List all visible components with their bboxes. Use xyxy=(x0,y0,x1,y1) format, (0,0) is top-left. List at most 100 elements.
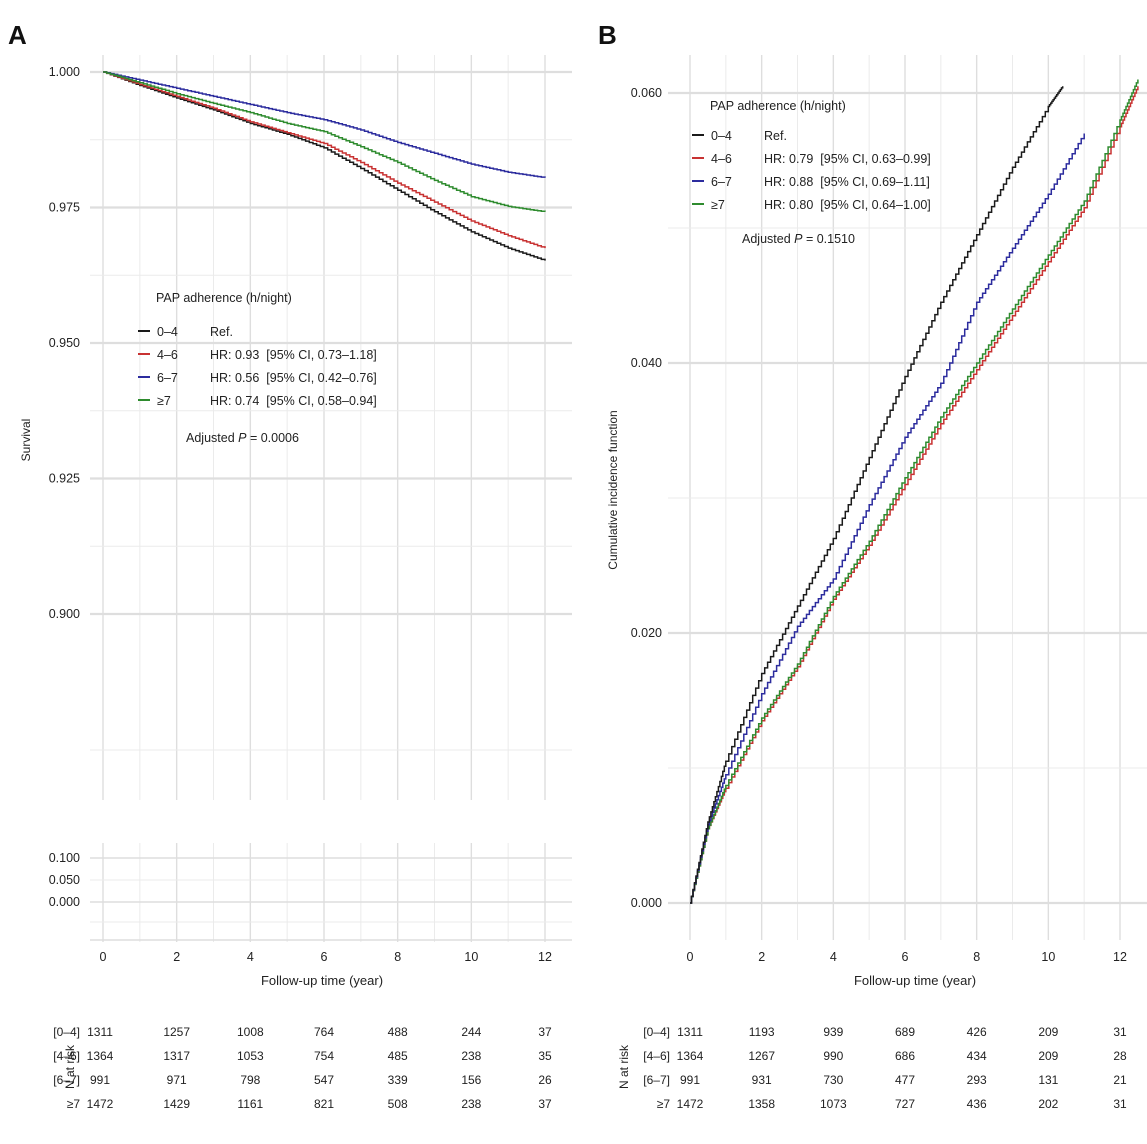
risk-row-label: [6–7] xyxy=(53,1073,80,1087)
risk-row-label: [4–6] xyxy=(643,1049,670,1063)
risk-cell: 238 xyxy=(461,1049,481,1063)
risk-cell: 131 xyxy=(1038,1073,1058,1087)
legend-text-7-plus: HR: 0.74 [95% CI, 0.58–0.94] xyxy=(210,394,377,408)
risk-cell: 1311 xyxy=(87,1025,113,1039)
risk-cell: 485 xyxy=(388,1049,408,1063)
risk-cell: 1364 xyxy=(677,1049,704,1063)
panel-b-legend: PAP adherence (h/night) 0–4 Ref. 4–6 HR:… xyxy=(692,99,931,246)
risk-cell: 436 xyxy=(967,1097,987,1111)
risk-cell: 991 xyxy=(680,1073,700,1087)
legend-p-number: = 0.0006 xyxy=(246,431,299,445)
legend-p-symbol: P xyxy=(238,431,247,445)
risk-cell: 37 xyxy=(538,1097,552,1111)
y-tick-label: 0.975 xyxy=(49,201,80,215)
risk-cell: 1364 xyxy=(87,1049,114,1063)
x-tick-label: 4 xyxy=(247,950,254,964)
risk-row-label: ≥7 xyxy=(67,1097,81,1111)
risk-cell: 31 xyxy=(1113,1025,1127,1039)
risk-row-label: ≥7 xyxy=(657,1097,671,1111)
survival-line-4-6 xyxy=(103,71,546,249)
risk-cell: 1008 xyxy=(237,1025,264,1039)
legend-group-7-plus: ≥7 xyxy=(711,198,725,212)
risk-row-label: [4–6] xyxy=(53,1049,80,1063)
legend-p-value: Adjusted P = 0.1510 xyxy=(742,232,855,246)
panel-b-risk-table: N at risk [0–4] 1311 1193 939 689 426 209 31 [4–… xyxy=(617,1025,1127,1111)
panel-b-cif-curves xyxy=(690,79,1139,904)
risk-cell: 244 xyxy=(461,1025,481,1039)
risk-cell: 477 xyxy=(895,1073,915,1087)
panel-label-b: B xyxy=(598,20,617,50)
risk-cell: 1193 xyxy=(749,1025,775,1039)
x-tick-label: 6 xyxy=(321,950,328,964)
x-tick-label: 0 xyxy=(687,950,694,964)
risk-cell: 547 xyxy=(314,1073,334,1087)
legend-p-symbol: P xyxy=(794,232,803,246)
risk-cell: 35 xyxy=(538,1049,552,1063)
y-tick-label: 0.000 xyxy=(49,895,80,909)
risk-cell: 508 xyxy=(388,1097,408,1111)
risk-row-label: [0–4] xyxy=(53,1025,80,1039)
y-tick-label: 0.100 xyxy=(49,851,80,865)
cif-line-0-4 xyxy=(690,86,1064,904)
risk-cell: 28 xyxy=(1113,1049,1127,1063)
risk-cell: 971 xyxy=(167,1073,187,1087)
risk-cell: 686 xyxy=(895,1049,915,1063)
x-tick-label: 12 xyxy=(1113,950,1127,964)
risk-cell: 21 xyxy=(1113,1073,1127,1087)
risk-cell: 821 xyxy=(314,1097,334,1111)
y-tick-label: 0.020 xyxy=(631,626,662,640)
risk-cell: 1073 xyxy=(820,1097,847,1111)
x-tick-label: 0 xyxy=(100,950,107,964)
risk-table-title: N at risk xyxy=(63,1044,77,1089)
risk-cell: 689 xyxy=(895,1025,915,1039)
legend-group-4-6: 4–6 xyxy=(157,348,178,362)
risk-cell: 1311 xyxy=(677,1025,703,1039)
risk-cell: 339 xyxy=(388,1073,408,1087)
risk-cell: 209 xyxy=(1038,1025,1058,1039)
legend-text-0-4: Ref. xyxy=(764,129,787,143)
x-tick-label: 10 xyxy=(464,950,478,964)
risk-cell: 1053 xyxy=(237,1049,264,1063)
panel-a-risk-table: N at risk [0–4] 1311 1257 1008 764 488 244 37 [4… xyxy=(53,1025,552,1111)
risk-cell: 31 xyxy=(1113,1097,1127,1111)
x-tick-label: 2 xyxy=(758,950,765,964)
cif-line-ge7 xyxy=(690,79,1139,904)
panel-a: A 1.000 0.975 0.950 0.925 0.900 0.100 0.050 0.0… xyxy=(8,20,572,1111)
x-tick-label: 8 xyxy=(394,950,401,964)
x-tick-label: 12 xyxy=(538,950,552,964)
risk-cell: 1472 xyxy=(87,1097,114,1111)
risk-cell: 37 xyxy=(538,1025,552,1039)
risk-cell: 426 xyxy=(967,1025,987,1039)
risk-cell: 434 xyxy=(967,1049,987,1063)
x-tick-label: 10 xyxy=(1041,950,1055,964)
survival-line-0-4 xyxy=(103,71,546,261)
risk-cell: 293 xyxy=(967,1073,987,1087)
risk-cell: 156 xyxy=(461,1073,481,1087)
risk-cell: 1472 xyxy=(677,1097,704,1111)
legend-p-label: Adjusted xyxy=(186,431,238,445)
panel-b: B 0.000 0.020 0.040 0.060 0 2 4 6 8 10 12 Cumulati… xyxy=(598,20,1147,1111)
legend-title: PAP adherence (h/night) xyxy=(710,99,846,113)
risk-cell: 488 xyxy=(388,1025,408,1039)
panel-label-a: A xyxy=(8,20,27,50)
x-tick-label: 4 xyxy=(830,950,837,964)
legend-group-6-7: 6–7 xyxy=(157,371,178,385)
risk-cell: 202 xyxy=(1038,1097,1058,1111)
survival-line-ge7 xyxy=(103,71,546,213)
risk-row-label: [0–4] xyxy=(643,1025,670,1039)
x-tick-label: 8 xyxy=(973,950,980,964)
risk-cell: 238 xyxy=(461,1097,481,1111)
panel-a-x-axis-label: Follow-up time (year) xyxy=(261,973,383,988)
y-tick-label: 1.000 xyxy=(49,65,80,79)
y-tick-label: 0.925 xyxy=(49,472,80,486)
panel-b-x-axis-label: Follow-up time (year) xyxy=(854,973,976,988)
panel-a-survival-curves xyxy=(103,71,546,261)
risk-cell: 26 xyxy=(538,1073,552,1087)
panel-a-y-axis-label: Survival xyxy=(19,419,33,462)
risk-cell: 1317 xyxy=(163,1049,190,1063)
risk-cell: 931 xyxy=(752,1073,772,1087)
risk-cell: 1358 xyxy=(748,1097,775,1111)
x-tick-label: 6 xyxy=(902,950,909,964)
y-tick-label: 0.900 xyxy=(49,607,80,621)
